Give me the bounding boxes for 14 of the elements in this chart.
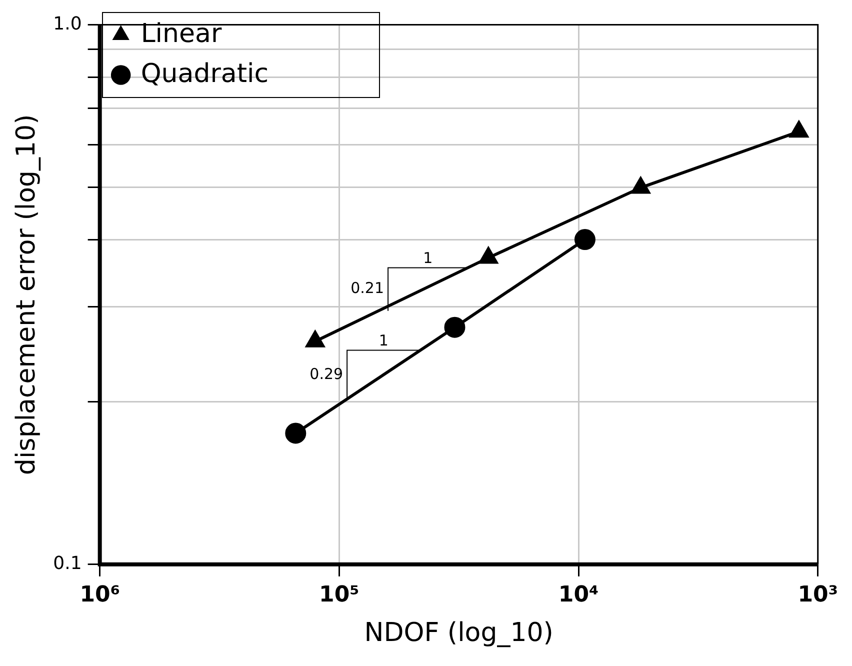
y-axis-title: displacement error (log_10) <box>11 114 42 475</box>
annotation: 0.21 <box>350 279 384 298</box>
x-tick-label: 10⁵ <box>319 582 360 608</box>
legend-label: Quadratic <box>140 58 368 89</box>
y-tick-label: 0.1 <box>53 553 82 574</box>
x-axis-title: NDOF (log_10) <box>364 618 554 648</box>
annotation: 0.29 <box>310 364 344 383</box>
x-tick-label: 10⁶ <box>80 582 120 608</box>
x-tick-label: 10³ <box>798 582 838 608</box>
annotation: 1 <box>378 332 388 350</box>
legend-label: Linear <box>140 18 321 49</box>
annotation: 1 <box>423 249 433 268</box>
y-tick-label: 1.0 <box>53 13 82 34</box>
x-tick-label: 10⁴ <box>558 582 599 608</box>
